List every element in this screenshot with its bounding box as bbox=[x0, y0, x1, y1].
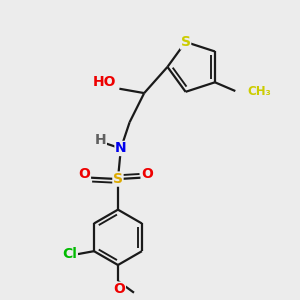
Text: Cl: Cl bbox=[62, 247, 77, 261]
Text: CH₃: CH₃ bbox=[248, 85, 271, 98]
Text: H: H bbox=[95, 133, 106, 147]
Text: HO: HO bbox=[93, 75, 116, 89]
Text: S: S bbox=[113, 172, 123, 186]
Text: O: O bbox=[141, 167, 153, 181]
Text: N: N bbox=[115, 142, 127, 155]
Text: O: O bbox=[113, 282, 125, 296]
Text: O: O bbox=[79, 167, 90, 181]
Text: S: S bbox=[181, 35, 190, 49]
